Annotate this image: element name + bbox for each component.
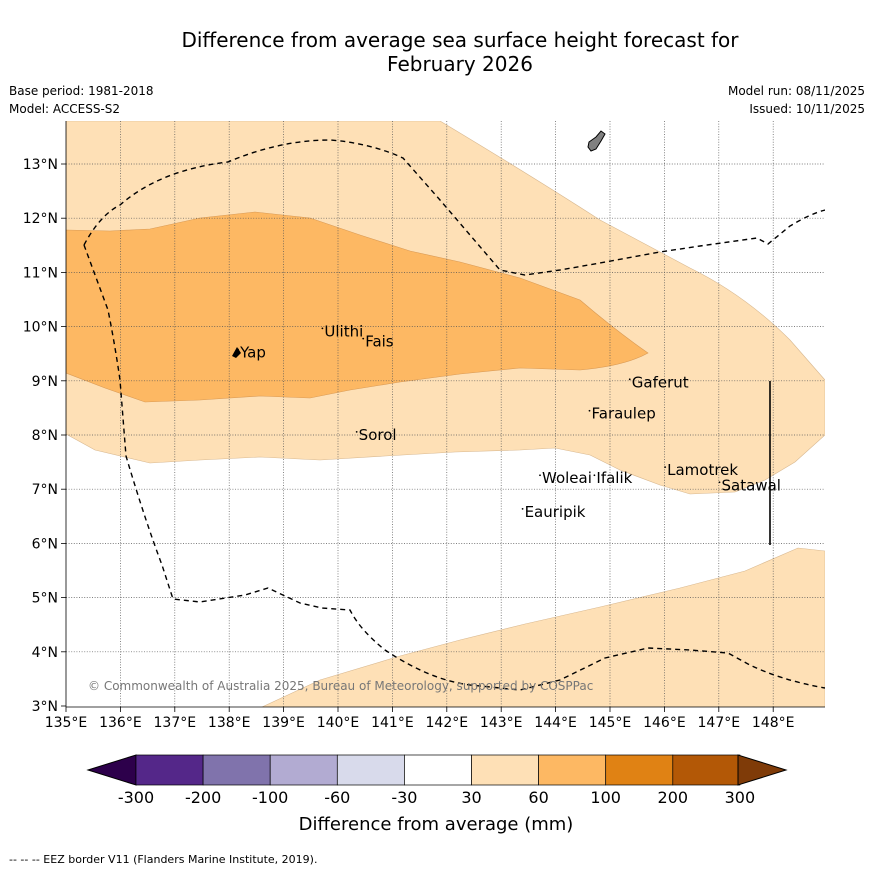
- issued-date: Issued: 10/11/2025: [749, 102, 865, 116]
- island-markers: [237, 327, 721, 510]
- colorbar-cell: [269, 754, 338, 786]
- colorbar-tick-label: -100: [252, 788, 288, 807]
- title-line-2: February 2026: [387, 52, 533, 76]
- lat-tick-label: 8°N: [32, 428, 58, 444]
- base-period: Base period: 1981-2018: [9, 84, 154, 98]
- colorbar: -300 -200 -100 -60 -30 30 60 100 200 300 Differen…: [86, 754, 788, 835]
- island-label-woleai: Woleai: [542, 469, 592, 487]
- model-name: Model: ACCESS-S2: [9, 102, 121, 116]
- colorbar-cell: [538, 754, 607, 786]
- lon-tick-label: 147°E: [698, 715, 741, 731]
- lat-tick-label: 11°N: [23, 265, 58, 281]
- island-label-sorol: Sorol: [359, 426, 397, 444]
- island-dot: [521, 507, 524, 510]
- colorbar-tick-label: 100: [590, 788, 621, 807]
- colorbar-cell: [404, 754, 472, 786]
- gridlines: [66, 121, 825, 707]
- island-dot: [539, 474, 541, 477]
- colorbar-cell: [202, 754, 271, 786]
- island-dot: [355, 430, 358, 433]
- colorbar-tick-labels: -300 -200 -100 -60 -30 30 60 100 200 300: [118, 788, 755, 807]
- meta-left: Base period: 1981-2018 Model: ACCESS-S2: [9, 82, 154, 118]
- colorbar-cell: [135, 754, 204, 786]
- island-dot: [628, 378, 631, 381]
- lon-tick-label: 140°E: [317, 715, 360, 731]
- colorbar-tick-label: 300: [725, 788, 756, 807]
- colorbar-tick-label: 60: [528, 788, 548, 807]
- lon-tick-label: 146°E: [643, 715, 686, 731]
- lat-tick-label: 7°N: [32, 482, 58, 498]
- colorbar-label: Difference from average (mm): [299, 814, 574, 835]
- lat-tick-label: 10°N: [23, 320, 58, 336]
- model-run: Model run: 08/11/2025: [727, 84, 865, 98]
- lon-tick-label: 145°E: [589, 715, 632, 731]
- island-label-ulithi: Ulithi: [324, 322, 363, 340]
- island-label-eauripik: Eauripik: [525, 503, 586, 521]
- colorbar-cell: [336, 754, 405, 786]
- lon-tick-label: 136°E: [99, 715, 142, 731]
- lat-tick-label: 5°N: [32, 591, 58, 607]
- colorbar-cell: [471, 754, 539, 786]
- latitude-tick-labels: 3°N 4°N 5°N 6°N 7°N 8°N 9°N 10°N 11°N 12°N 13°N: [23, 157, 66, 715]
- colorbar-cell: [672, 754, 741, 786]
- island-label-yap: Yap: [239, 343, 266, 361]
- island-label-ifalik: Ifalik: [596, 469, 632, 487]
- island-label-satawal: Satawal: [722, 476, 781, 494]
- colorbar-cells: [135, 754, 741, 786]
- island-dot: [718, 481, 721, 484]
- island-dot: [237, 348, 239, 351]
- colorbar-tick-label: 200: [658, 788, 689, 807]
- longitude-tick-labels: 135°E 136°E 137°E 138°E 139°E 140°E 141°E 142°E…: [45, 707, 795, 731]
- lat-tick-label: 13°N: [23, 157, 58, 173]
- eez-legend-note: -- -- -- EEZ border V11 (Flanders Marine…: [9, 853, 318, 866]
- colorbar-tick-label: 30: [461, 788, 481, 807]
- island-dot: [362, 337, 365, 340]
- guam-island: [587, 130, 606, 152]
- eez-border: [83, 139, 825, 691]
- lat-tick-label: 3°N: [32, 699, 58, 715]
- lon-tick-label: 135°E: [45, 715, 88, 731]
- lat-tick-label: 9°N: [32, 374, 58, 390]
- lon-tick-label: 139°E: [262, 715, 305, 731]
- colorbar-under-triangle: [86, 754, 137, 786]
- island-label-faraulep: Faraulep: [592, 405, 656, 423]
- island-dot: [593, 474, 596, 477]
- island-label-gaferut: Gaferut: [632, 373, 689, 391]
- meta-right: Model run: 08/11/2025 Issued: 10/11/2025: [728, 82, 865, 118]
- lat-tick-label: 12°N: [23, 211, 58, 227]
- island-label-fais: Fais: [365, 333, 394, 351]
- lat-tick-label: 4°N: [32, 645, 58, 661]
- anomaly-60-100: [66, 211, 649, 403]
- colorbar-over-triangle: [737, 754, 788, 786]
- lon-tick-label: 141°E: [371, 715, 414, 731]
- island-dot: [321, 327, 324, 330]
- lon-tick-label: 137°E: [154, 715, 197, 731]
- lon-tick-label: 143°E: [480, 715, 523, 731]
- island-dot: [664, 466, 667, 469]
- lon-tick-label: 142°E: [426, 715, 469, 731]
- colorbar-tick-label: -300: [118, 788, 154, 807]
- copyright-text: © Commonwealth of Australia 2025, Bureau…: [88, 679, 593, 693]
- lon-tick-label: 148°E: [752, 715, 795, 731]
- lon-tick-label: 144°E: [534, 715, 577, 731]
- colorbar-cell: [605, 754, 674, 786]
- colorbar-tick-label: -30: [391, 788, 417, 807]
- colorbar-tick-label: -200: [185, 788, 221, 807]
- anomaly-30-60-south: [261, 547, 825, 707]
- title-line-1: Difference from average sea surface heig…: [181, 28, 739, 52]
- lon-tick-label: 138°E: [208, 715, 251, 731]
- chart-title: Difference from average sea surface heig…: [0, 28, 873, 76]
- lat-tick-label: 6°N: [32, 536, 58, 552]
- colorbar-tick-label: -60: [324, 788, 350, 807]
- island-dot: [588, 409, 591, 412]
- island-label-lamotrek: Lamotrek: [667, 461, 738, 479]
